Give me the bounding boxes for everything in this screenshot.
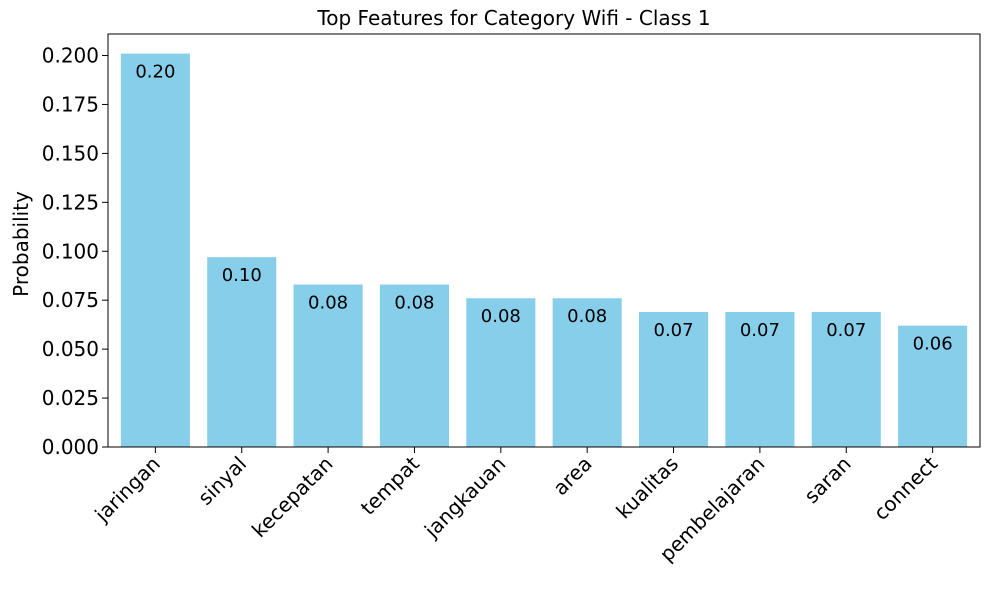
data-label-tempat: 0.08 <box>394 293 434 314</box>
y-tick-label: 0.100 <box>42 239 99 263</box>
bar-sinyal <box>207 257 277 447</box>
y-tick-label: 0.125 <box>42 190 99 214</box>
x-tick-label-connect: connect <box>869 451 942 524</box>
data-label-saran: 0.07 <box>826 320 866 341</box>
x-tick-label-saran: saran <box>799 452 855 508</box>
x-tick-label-jaringan: jaringan <box>89 452 165 528</box>
y-tick-label: 0.175 <box>42 92 99 116</box>
bar-jangkauan <box>466 298 536 447</box>
bar-saran <box>811 311 881 447</box>
y-tick-label: 0.075 <box>42 288 99 312</box>
y-tick-label: 0.025 <box>42 386 99 410</box>
x-tick-label-kecepatan: kecepatan <box>247 452 338 543</box>
x-tick-label-jangkauan: jangkauan <box>419 452 510 543</box>
data-label-jaringan: 0.20 <box>135 62 175 83</box>
bar-connect <box>898 325 968 447</box>
plot-frame <box>107 33 981 448</box>
x-tick-label-area: area <box>548 452 597 501</box>
data-label-area: 0.08 <box>567 306 607 327</box>
x-tick-label-tempat: tempat <box>356 451 424 519</box>
y-tick-label: 0.000 <box>42 435 99 459</box>
plot-area: 0.20 0.10 0.08 0.08 0.08 0.08 0.07 0.07 0.07 0.06 <box>107 33 981 448</box>
y-tick-label: 0.150 <box>42 141 99 165</box>
data-label-sinyal: 0.10 <box>222 265 262 286</box>
data-label-connect: 0.06 <box>913 334 953 355</box>
y-axis-label: Probability <box>9 191 33 297</box>
data-label-kecepatan: 0.08 <box>308 293 348 314</box>
data-label-pembelajaran: 0.07 <box>740 320 780 341</box>
data-label-kualitas: 0.07 <box>654 320 694 341</box>
y-tick-label: 0.200 <box>42 44 99 68</box>
bar-tempat <box>379 284 450 447</box>
y-axis: 0.000 0.025 0.050 0.075 0.100 0.125 0.150 0.175… <box>42 44 108 459</box>
bar-area <box>552 298 622 447</box>
y-tick-label: 0.050 <box>42 337 99 361</box>
x-tick-label-kualitas: kualitas <box>611 452 683 524</box>
chart-title: Top Features for Category Wifi - Class 1 <box>316 6 710 30</box>
bar-jaringan <box>120 53 190 448</box>
x-tick-label-sinyal: sinyal <box>193 452 251 510</box>
data-label-jangkauan: 0.08 <box>481 306 521 327</box>
bar-kecepatan <box>293 284 363 447</box>
bar-kualitas <box>638 311 709 447</box>
bar-pembelajaran <box>725 311 795 447</box>
